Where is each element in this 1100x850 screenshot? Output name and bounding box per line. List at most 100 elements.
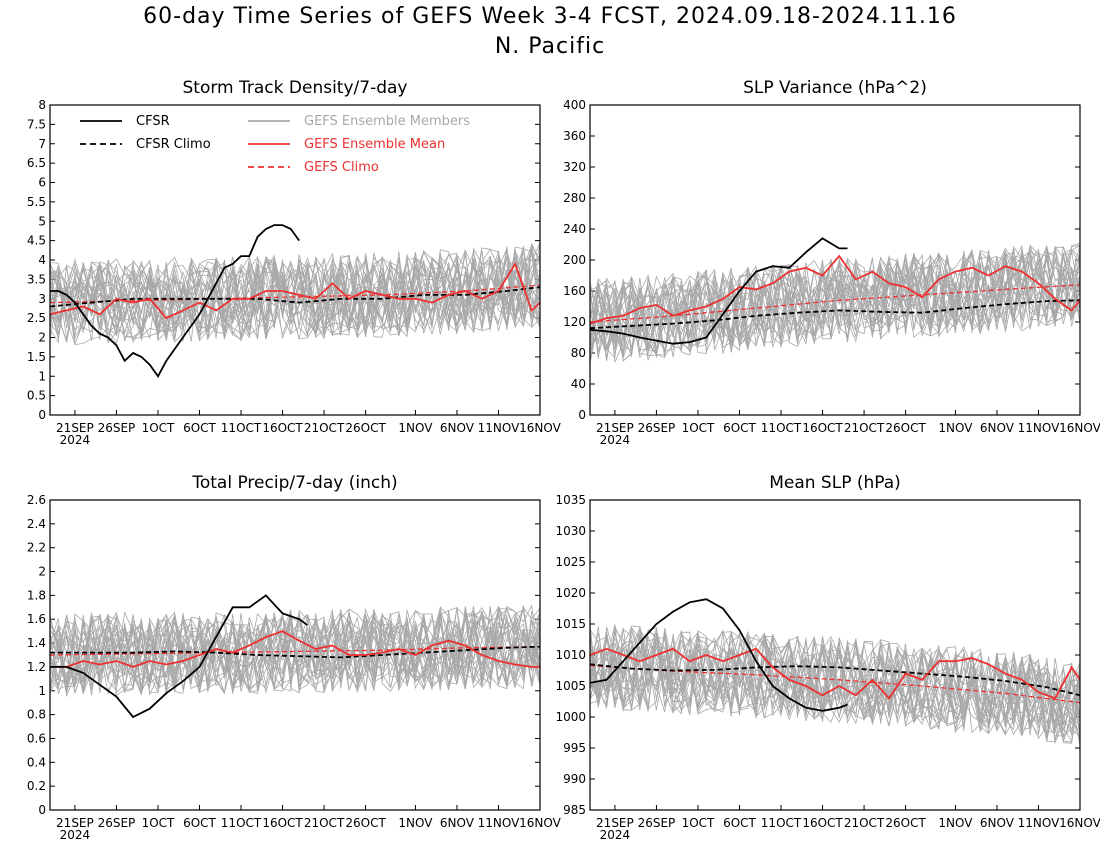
ensemble-member-line [590, 625, 1080, 743]
y-tick-label: 160 [563, 284, 586, 298]
ensemble-member-line [590, 250, 1080, 354]
y-tick-label: 5 [38, 214, 46, 228]
x-tick-label: 11NOV [1018, 421, 1060, 435]
panel-title: Total Precip/7-day (inch) [191, 473, 397, 493]
ensemble-member-line [50, 246, 540, 340]
y-tick-label: 1.4 [27, 636, 46, 650]
gefs-mean-line [590, 647, 1080, 700]
y-tick-label: 2 [38, 565, 46, 579]
panel-title: Storm Track Density/7-day [183, 78, 408, 98]
y-tick-label: 0.5 [27, 389, 46, 403]
y-tick-label: 120 [563, 315, 586, 329]
x-tick-label: 1OCT [682, 421, 715, 435]
y-tick-label: 2.4 [27, 517, 46, 531]
y-tick-label: 2.2 [27, 541, 46, 555]
x-tick-label: 6NOV [440, 816, 475, 830]
ensemble-member-line [50, 606, 540, 695]
legend: CFSR CFSR Climo GEFS Ensemble Members GEFS … [80, 114, 470, 175]
x-tick-label: 21SEP [56, 816, 94, 830]
x-tick-label: 1NOV [938, 421, 973, 435]
gefs-climo-line [50, 646, 540, 656]
x-tick-label: 1OCT [142, 816, 175, 830]
y-tick-label: 1.8 [27, 588, 46, 602]
ensemble-member-line [590, 626, 1080, 740]
y-tick-label: 1005 [555, 679, 586, 693]
y-tick-label: 7 [38, 137, 46, 151]
x-tick-label: 16OCT [262, 816, 303, 830]
ensemble-member-line [50, 607, 540, 694]
y-tick-label: 1.5 [27, 350, 46, 364]
cfsr-line [590, 237, 848, 345]
panel-title: Mean SLP (hPa) [769, 473, 901, 493]
ensemble-member-line [50, 606, 540, 694]
y-tick-label: 1.6 [27, 612, 46, 626]
y-tick-label: 1030 [555, 524, 586, 538]
x-tick-label: 6OCT [183, 421, 216, 435]
gefs-mean-line [50, 630, 540, 668]
x-tick-label: 16OCT [802, 816, 843, 830]
legend-gefs-climo-label: GEFS Climo [304, 160, 379, 175]
ensemble-member-line [590, 627, 1080, 741]
gefs-mean-line [590, 254, 1080, 325]
y-tick-label: 6 [38, 176, 46, 190]
y-tick-label: 2.5 [27, 311, 46, 325]
cfsr-line [590, 598, 848, 712]
gefs-climo-line [50, 284, 540, 304]
x-tick-label: 21OCT [304, 816, 345, 830]
chart-panel-2: SLP Variance (hPa^2) 0 40 80 120 160 200 240 280… [563, 78, 1100, 447]
plot-area [590, 237, 1080, 365]
y-tick-label: 1000 [555, 710, 586, 724]
x-tick-label: 11OCT [761, 816, 802, 830]
x-tick-label: 16NOV [519, 421, 561, 435]
y-tick-label: 4 [38, 253, 46, 267]
y-tick-label: 1.2 [27, 660, 46, 674]
y-tick-label: 8 [38, 98, 46, 112]
x-tick-label: 26SEP [98, 421, 136, 435]
x-tick-label: 11NOV [478, 421, 520, 435]
y-tick-label: 1020 [555, 586, 586, 600]
y-tick-label: 0 [38, 408, 46, 422]
y-tick-label: 240 [563, 222, 586, 236]
y-tick-label: 0.8 [27, 708, 46, 722]
x-tick-label: 16OCT [262, 421, 303, 435]
y-tick-label: 3 [38, 292, 46, 306]
x-tick-label: 21OCT [844, 421, 885, 435]
legend-members-label: GEFS Ensemble Members [304, 114, 470, 129]
plot-area [590, 598, 1080, 746]
y-tick-label: 360 [563, 129, 586, 143]
y-tick-label: 1025 [555, 555, 586, 569]
plot-frame [589, 104, 1081, 416]
ensemble-member-line [590, 254, 1080, 358]
figure-title: 60-day Time Series of GEFS Week 3-4 FCST… [143, 4, 957, 29]
x-year-label: 2024 [600, 828, 631, 842]
cfsr-climo-line [50, 286, 540, 308]
y-tick-label: 80 [571, 346, 586, 360]
y-tick-label: 0.4 [27, 755, 46, 769]
x-tick-label: 1OCT [682, 816, 715, 830]
cfsr-climo-line [590, 663, 1080, 697]
x-tick-label: 6NOV [980, 816, 1015, 830]
ensemble-member-line [50, 248, 540, 336]
cfsr-line [50, 224, 300, 379]
y-tick-label: 4.5 [27, 234, 46, 248]
x-tick-label: 1NOV [398, 421, 433, 435]
y-tick-label: 1010 [555, 648, 586, 662]
y-tick-label: 40 [571, 377, 586, 391]
y-tick-label: 0.6 [27, 731, 46, 745]
ensemble-member-line [50, 607, 540, 694]
y-tick-label: 1015 [555, 617, 586, 631]
y-tick-label: 200 [563, 253, 586, 267]
x-tick-label: 1OCT [142, 421, 175, 435]
ensemble-member-line [590, 244, 1080, 359]
x-year-label: 2024 [60, 828, 91, 842]
plot-frame [589, 499, 1081, 811]
x-tick-label: 21SEP [596, 421, 634, 435]
ensemble-member-line [50, 257, 540, 340]
ensemble-member-line [590, 637, 1080, 738]
ensemble-member-line [590, 629, 1080, 727]
legend-gefs-mean-label: GEFS Ensemble Mean [304, 137, 445, 152]
cfsr-climo-line [50, 645, 540, 659]
ensemble-member-line [590, 252, 1080, 352]
y-tick-label: 3.5 [27, 272, 46, 286]
x-tick-label: 6NOV [980, 421, 1015, 435]
